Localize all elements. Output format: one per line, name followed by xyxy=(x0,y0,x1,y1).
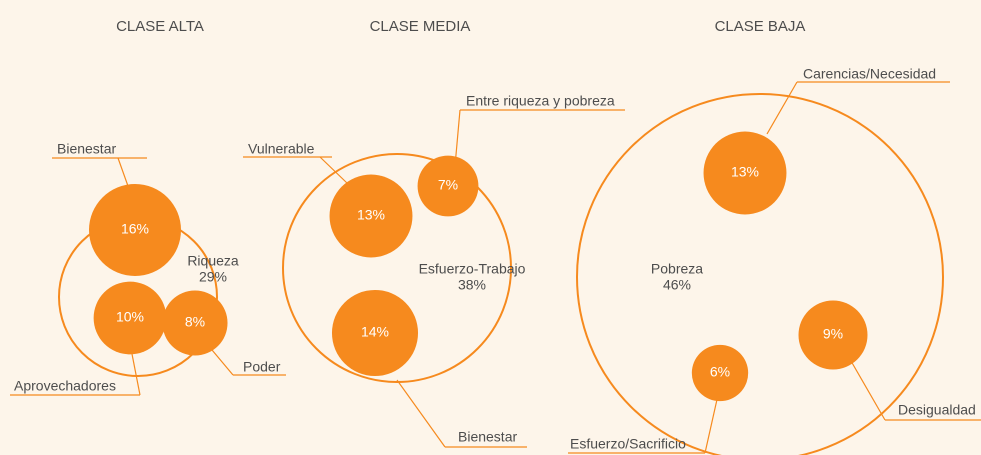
item-name: Bienestar xyxy=(57,141,116,157)
leader-line xyxy=(766,81,798,135)
group-name: Pobreza xyxy=(651,261,703,277)
bubble-label: 14% xyxy=(361,324,389,340)
bubble-label: 13% xyxy=(731,164,759,180)
leader-line xyxy=(319,156,349,185)
bubble xyxy=(331,289,419,377)
bubble xyxy=(703,131,787,215)
bubble xyxy=(162,290,228,356)
group-title: CLASE BAJA xyxy=(715,18,806,35)
bubble-label: 9% xyxy=(823,326,843,342)
bubble-label: 10% xyxy=(116,309,144,325)
item-name: Aprovechadores xyxy=(14,378,116,394)
leader-line xyxy=(117,157,129,187)
outer-bubble xyxy=(282,153,512,383)
outer-bubble xyxy=(576,93,944,455)
item-name: Vulnerable xyxy=(248,141,315,157)
bubble-label: 7% xyxy=(438,177,458,193)
bubble-label: 13% xyxy=(357,207,385,223)
leader-line xyxy=(131,353,141,396)
item-name: Carencias/Necesidad xyxy=(803,66,936,82)
bubble xyxy=(417,155,479,217)
group-name: Riqueza xyxy=(187,253,239,269)
bubble xyxy=(93,281,167,355)
bubble xyxy=(798,300,868,370)
group-value: 29% xyxy=(199,269,227,285)
leader-line xyxy=(850,360,886,421)
bubble xyxy=(691,344,749,402)
item-name: Poder xyxy=(243,359,281,375)
group-value: 46% xyxy=(663,277,691,293)
group-title: CLASE MEDIA xyxy=(370,18,471,35)
group-name: Esfuerzo-Trabajo xyxy=(419,261,526,277)
leader-line xyxy=(396,379,446,448)
group-value: 38% xyxy=(458,277,486,293)
item-name: Desigualdad xyxy=(898,402,976,418)
leader-line xyxy=(704,394,719,454)
bubble-label: 16% xyxy=(121,221,149,237)
item-name: Entre riqueza y pobreza xyxy=(466,93,615,109)
item-name: Bienestar xyxy=(458,429,517,445)
group-title: CLASE ALTA xyxy=(116,18,204,35)
bubble-label: 8% xyxy=(185,314,205,330)
bubble xyxy=(329,174,413,258)
item-name: Esfuerzo/Sacrificio xyxy=(570,436,686,452)
bubble-label: 6% xyxy=(710,364,730,380)
bubble xyxy=(89,184,181,276)
